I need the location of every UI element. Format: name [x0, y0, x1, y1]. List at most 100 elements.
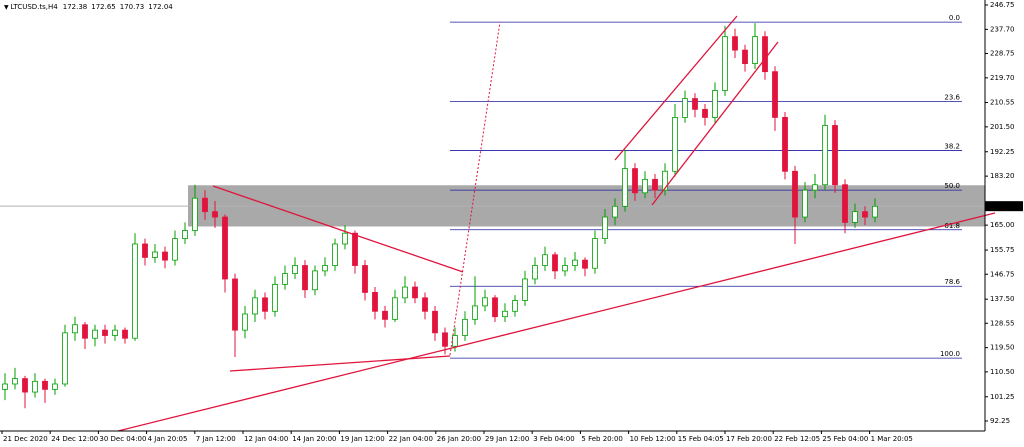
x-tick-label: 5 Feb 20:00 [581, 435, 622, 443]
x-tick-label: 24 Dec 12:00 [51, 435, 98, 443]
candle-body [332, 243, 338, 266]
candle-body [42, 380, 48, 390]
candle-body [652, 178, 658, 191]
candle-body [352, 232, 358, 266]
fib-label: 78.6 [944, 278, 960, 286]
candle-body [512, 300, 518, 312]
x-tick-label: 12 Jan 04:00 [244, 435, 288, 443]
candle-body [782, 117, 788, 172]
y-tick-label: 246.75 [990, 1, 1015, 9]
candle-body [92, 329, 98, 339]
current-price-tag [985, 201, 1023, 212]
x-tick-label: 26 Jan 20:00 [437, 435, 481, 443]
candle-body [152, 251, 158, 258]
candle-body [692, 98, 698, 110]
y-tick-label: 237.70 [990, 25, 1015, 33]
x-tick-label: 19 Jan 12:00 [340, 435, 384, 443]
open: 172.38 [63, 3, 88, 11]
candle-body [792, 170, 798, 218]
menu-arrow: ▼ [4, 4, 11, 11]
candle-body [802, 189, 808, 218]
candle-body [702, 108, 708, 118]
x-tick-label: 15 Feb 04:05 [678, 435, 724, 443]
candle-body [312, 270, 318, 291]
candle-body [662, 170, 668, 191]
candle-body [162, 251, 168, 261]
y-tick-label: 101.25 [990, 393, 1015, 401]
trend-line [117, 212, 996, 432]
candle-body [622, 168, 628, 207]
x-tick-label: 30 Dec 04:00 [99, 435, 146, 443]
candle-body [462, 318, 468, 336]
fib-label: 0.0 [949, 14, 960, 22]
candle-layer [2, 23, 878, 409]
candle-body [142, 243, 148, 258]
candle-body [72, 324, 78, 334]
candle-body [442, 332, 448, 347]
candle-body [842, 184, 848, 223]
close: 172.04 [148, 3, 173, 11]
candle-body [612, 205, 618, 218]
candle-body [82, 324, 88, 339]
candle-body [262, 297, 268, 312]
current-price-label: 172.04 [989, 202, 1014, 210]
candle-body [642, 178, 648, 194]
candle-body [502, 310, 508, 318]
y-tick-label: 155.75 [990, 246, 1015, 254]
candle-body [12, 378, 18, 385]
candle-body [52, 383, 58, 390]
candle-body [112, 329, 118, 336]
fib-label: 100.0 [940, 350, 960, 358]
candle-body [342, 232, 348, 245]
trend-line [229, 355, 451, 372]
candle-body [562, 265, 568, 272]
channel-line [614, 15, 738, 161]
candle-body [102, 329, 108, 336]
candle-body [812, 184, 818, 191]
candle-body [362, 265, 368, 293]
candle-body [392, 297, 398, 320]
candle-body [682, 98, 688, 118]
x-tick-label: 3 Feb 04:00 [533, 435, 574, 443]
candle-body [532, 265, 538, 280]
candle-body [272, 283, 278, 312]
candle-body [172, 238, 178, 261]
x-tick-label: 29 Jan 12:00 [485, 435, 529, 443]
fib-label: 23.6 [944, 93, 960, 101]
candle-body [202, 197, 208, 213]
y-tick-label: 210.55 [990, 98, 1015, 106]
candle-body [122, 329, 128, 339]
candle-body [472, 305, 478, 320]
candle-body [832, 125, 838, 186]
y-tick-label: 119.50 [990, 344, 1015, 352]
x-tick-label: 22 Feb 12:05 [774, 435, 820, 443]
y-tick-label: 192.25 [990, 148, 1015, 156]
candle-body [422, 297, 428, 312]
y-tick-label: 165.00 [990, 221, 1015, 229]
candle-body [772, 71, 778, 118]
x-tick-label: 14 Jan 20:00 [292, 435, 336, 443]
candle-body [252, 297, 258, 315]
candle-body [602, 216, 608, 239]
candle-body [412, 286, 418, 299]
candle-body [542, 254, 548, 266]
fib-label: 61.8 [944, 222, 960, 230]
x-tick-label: 7 Jan 12:00 [196, 435, 236, 443]
candle-body [752, 36, 758, 64]
x-tick-label: 21 Dec 2020 [3, 435, 48, 443]
candle-body [862, 211, 868, 218]
candle-body [212, 211, 218, 218]
candle-body [222, 216, 228, 280]
fib-label: 38.2 [944, 142, 960, 150]
candle-body [242, 313, 248, 331]
candle-body [62, 332, 68, 385]
fib-label: 50.0 [944, 182, 960, 190]
candle-body [572, 259, 578, 266]
y-tick-label: 219.70 [990, 74, 1015, 82]
y-tick-label: 201.50 [990, 123, 1015, 131]
y-tick-label: 92.25 [990, 417, 1010, 425]
candle-body [632, 168, 638, 194]
candle-body [592, 238, 598, 269]
low: 170.73 [120, 3, 145, 11]
candle-body [432, 310, 438, 334]
